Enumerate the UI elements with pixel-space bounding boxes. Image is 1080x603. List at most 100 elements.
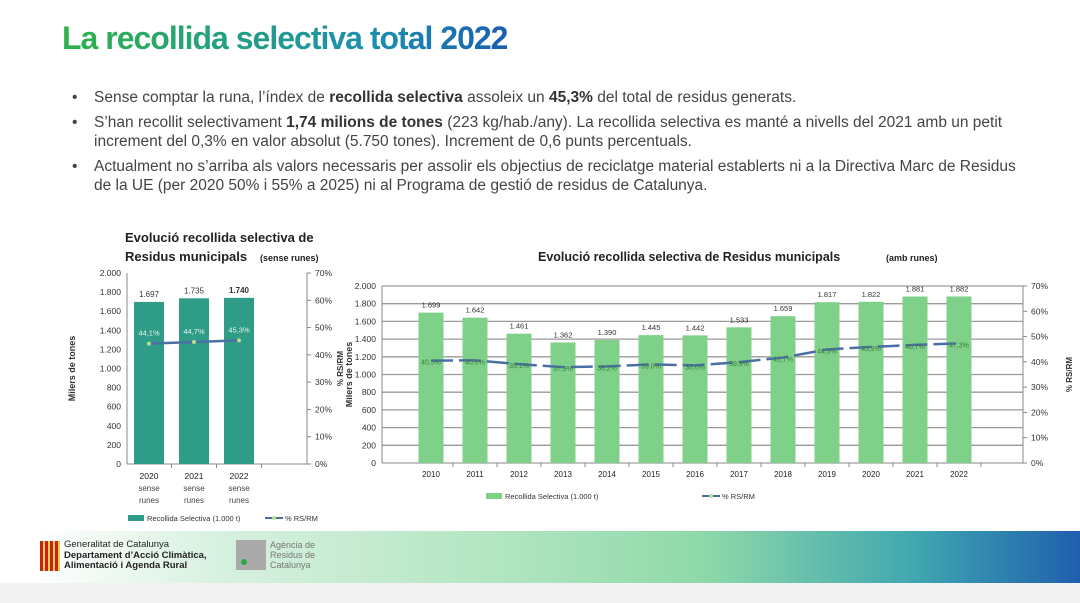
bar-data-label: 1.882: [950, 284, 969, 293]
y-tick-label: 1.000: [100, 364, 122, 374]
line-point: [147, 341, 151, 346]
line-data-label: 44,7%: [183, 327, 205, 336]
y2-tick-label: 0%: [315, 459, 328, 469]
line-data-label: 45,3%: [228, 325, 250, 334]
x-tick-label: 2022: [950, 470, 968, 479]
y-tick-label: 800: [107, 383, 121, 393]
x-tick-label: 2016: [686, 470, 704, 479]
x-tick-label: 2017: [730, 470, 748, 479]
y-tick-label: 800: [362, 387, 376, 397]
y-tick-label: 0: [371, 458, 376, 468]
bullet-item: S’han recollit selectivament 1,74 milion…: [72, 113, 1032, 151]
x-tick-label: 2021: [906, 470, 924, 479]
legend-label-line: % RS/RM: [285, 514, 318, 523]
chart-title: Evolució recollida selectiva de: [125, 230, 314, 245]
y-axis-label: Milers de tones: [346, 342, 354, 408]
legend-swatch-bar: [128, 515, 144, 521]
bar-data-label: 1.362: [554, 330, 573, 339]
footer-band: [0, 531, 1080, 583]
chart-title-line2: Residus municipals: [125, 249, 247, 264]
y2-tick-label: 50%: [315, 323, 332, 333]
y2-tick-label: 40%: [315, 350, 332, 360]
y-tick-label: 2.000: [355, 281, 377, 291]
bar-data-label: 1.735: [184, 286, 205, 295]
line-data-label: 39,1%: [509, 363, 529, 370]
y2-tick-label: 30%: [1031, 382, 1048, 392]
y-axis-label: Milers de tones: [67, 336, 77, 402]
x-tick-sublabel: sense: [138, 484, 160, 493]
bullet-list: Sense comptar la runa, l’índex de recoll…: [72, 88, 1032, 201]
y2-tick-label: 50%: [1031, 332, 1048, 342]
y-tick-label: 200: [362, 440, 376, 450]
line-point: [237, 338, 241, 343]
y2-tick-label: 70%: [1031, 281, 1048, 291]
chart-title-suffix: (amb runes): [886, 253, 938, 263]
line-data-label: 44,1%: [138, 329, 160, 338]
bar: [594, 339, 620, 463]
line-data-label: 46,7%: [905, 344, 925, 351]
bar: [179, 298, 209, 464]
bar-data-label: 1.533: [730, 315, 749, 324]
chart-sense-runes: Evolució recollida selectiva de Residus m…: [67, 230, 345, 523]
generalitat-logo: Generalitat de Catalunya Departament d’Ac…: [40, 539, 207, 572]
y-tick-label: 1.400: [355, 334, 377, 344]
y-tick-label: 400: [362, 423, 376, 433]
legend-marker: [709, 494, 713, 498]
x-tick-label: 2014: [598, 470, 616, 479]
x-tick-label: 2010: [422, 470, 440, 479]
bar-data-label: 1.881: [906, 285, 925, 294]
line-data-label: 40,6%: [465, 359, 485, 366]
x-tick-sublabel: sense: [228, 484, 250, 493]
line-data-label: 41,7%: [773, 357, 793, 364]
y2-tick-label: 30%: [315, 377, 332, 387]
line-data-label: 39,9%: [729, 361, 749, 368]
arc-logo-icon: [236, 540, 266, 570]
x-tick-label: 2020: [140, 471, 159, 481]
legend-marker: [272, 516, 276, 520]
x-tick-sublabel: runes: [184, 496, 204, 505]
y2-axis-label: % RS/RM: [1065, 357, 1074, 392]
line-data-label: 39,0%: [641, 363, 661, 370]
line-data-label: 40,5%: [421, 360, 441, 367]
line-data-label: 37,9%: [553, 366, 573, 373]
y-tick-label: 1.000: [355, 370, 377, 380]
chart-amb-runes: Evolució recollida selectiva de Residus …: [346, 250, 1074, 501]
bar-data-label: 1.822: [862, 290, 881, 299]
y2-tick-label: 10%: [1031, 433, 1048, 443]
y2-tick-label: 60%: [315, 295, 332, 305]
bar: [506, 333, 532, 463]
bar: [770, 316, 796, 463]
y2-tick-label: 70%: [315, 268, 332, 278]
bar-data-label: 1.697: [139, 290, 160, 299]
x-tick-sublabel: runes: [229, 496, 249, 505]
bar-data-label: 1.699: [422, 301, 441, 310]
x-tick-sublabel: sense: [183, 484, 205, 493]
chart-title-suffix: (sense runes): [260, 253, 319, 263]
y2-tick-label: 60%: [1031, 306, 1048, 316]
y-tick-label: 1.400: [100, 325, 122, 335]
page-title: La recollida selectiva total 2022: [62, 20, 508, 56]
bar-data-label: 1.461: [510, 322, 529, 331]
bar-data-label: 1.740: [229, 286, 250, 295]
y-tick-label: 1.600: [100, 306, 122, 316]
line-data-label: 38,6%: [685, 364, 705, 371]
bullet-item: Sense comptar la runa, l’índex de recoll…: [72, 88, 1032, 107]
y-tick-label: 2.000: [100, 268, 122, 278]
x-tick-label: 2013: [554, 470, 572, 479]
bar-data-label: 1.817: [818, 290, 837, 299]
legend-label-line: % RS/RM: [722, 492, 755, 501]
x-tick-label: 2015: [642, 470, 660, 479]
y-tick-label: 0: [116, 459, 121, 469]
bar: [726, 327, 752, 463]
bar-data-label: 1.445: [642, 323, 661, 332]
y2-tick-label: 40%: [1031, 357, 1048, 367]
senyera-icon: [40, 540, 60, 571]
y-tick-label: 400: [107, 421, 121, 431]
bar: [550, 342, 576, 463]
bar: [462, 317, 488, 463]
x-tick-label: 2011: [466, 470, 484, 479]
y-tick-label: 600: [107, 402, 121, 412]
y-tick-label: 600: [362, 405, 376, 415]
y2-tick-label: 20%: [1031, 407, 1048, 417]
legend-label-bar: Recollida Selectiva (1.000 t): [505, 492, 599, 501]
